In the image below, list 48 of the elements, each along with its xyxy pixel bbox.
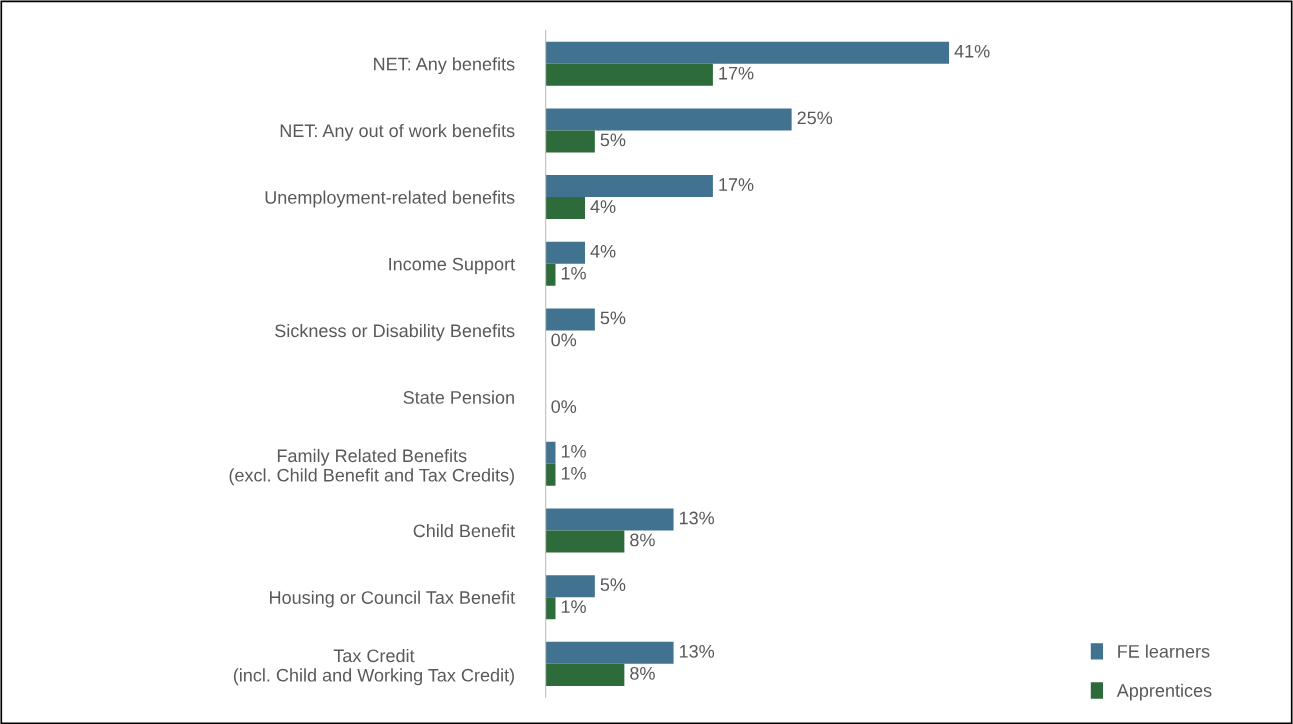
- data-label: 1%: [561, 444, 586, 458]
- y-tick-label: Tax Credit (incl. Child and Working Tax Credit): [233, 648, 514, 686]
- bar: [545, 597, 556, 620]
- y-tick-label: Income Support: [389, 257, 515, 275]
- data-label: 8%: [630, 533, 655, 547]
- bar: [545, 663, 625, 686]
- data-label: 4%: [590, 200, 616, 213]
- bar: [545, 130, 595, 153]
- bar: [545, 63, 713, 86]
- y-tick-label: Family Related Benefits (excl. Child Benefit and Tax Credits): [229, 448, 514, 486]
- bar: [545, 508, 674, 531]
- data-label: 13%: [679, 644, 715, 658]
- data-label: 5%: [600, 311, 626, 325]
- data-label: 5%: [600, 133, 626, 147]
- data-label: 1%: [561, 266, 586, 280]
- bar: [545, 263, 556, 286]
- legend-label: FE learners: [1118, 644, 1210, 658]
- y-tick-label: Housing or Council Tax Benefit: [270, 590, 515, 608]
- legend-label: Apprentices: [1116, 683, 1212, 701]
- data-label: 4%: [590, 244, 616, 258]
- data-label: 17%: [719, 178, 754, 191]
- y-tick-label: NET: Any benefits: [374, 57, 515, 75]
- bar: [545, 575, 595, 598]
- data-label: 5%: [600, 578, 626, 592]
- y-tick-label: State Pension: [403, 390, 514, 404]
- bar: [545, 241, 585, 264]
- bar: [545, 441, 556, 464]
- y-tick-label: NET: Any out of work benefits: [280, 123, 515, 141]
- data-label: 8%: [630, 666, 655, 680]
- data-label: 13%: [679, 511, 715, 525]
- data-label: 0%: [551, 400, 577, 413]
- data-label: 1%: [561, 466, 586, 480]
- y-tick-label: Sickness or Disability Benefits: [275, 323, 515, 341]
- y-tick-label: Child Benefit: [413, 523, 515, 538]
- bar: [545, 175, 713, 198]
- bar: [545, 197, 585, 220]
- bar: [545, 108, 792, 131]
- bar: [545, 41, 950, 64]
- data-label: 41%: [954, 44, 990, 58]
- bar: [545, 530, 625, 553]
- data-label: 25%: [797, 111, 833, 125]
- bar: [545, 308, 595, 331]
- y-tick-label: Unemployment-related benefits: [265, 190, 515, 208]
- data-label: 0%: [551, 333, 577, 347]
- data-label: 1%: [561, 600, 586, 613]
- data-label: 17%: [719, 66, 754, 80]
- bar: [545, 463, 556, 486]
- bar: [545, 641, 674, 664]
